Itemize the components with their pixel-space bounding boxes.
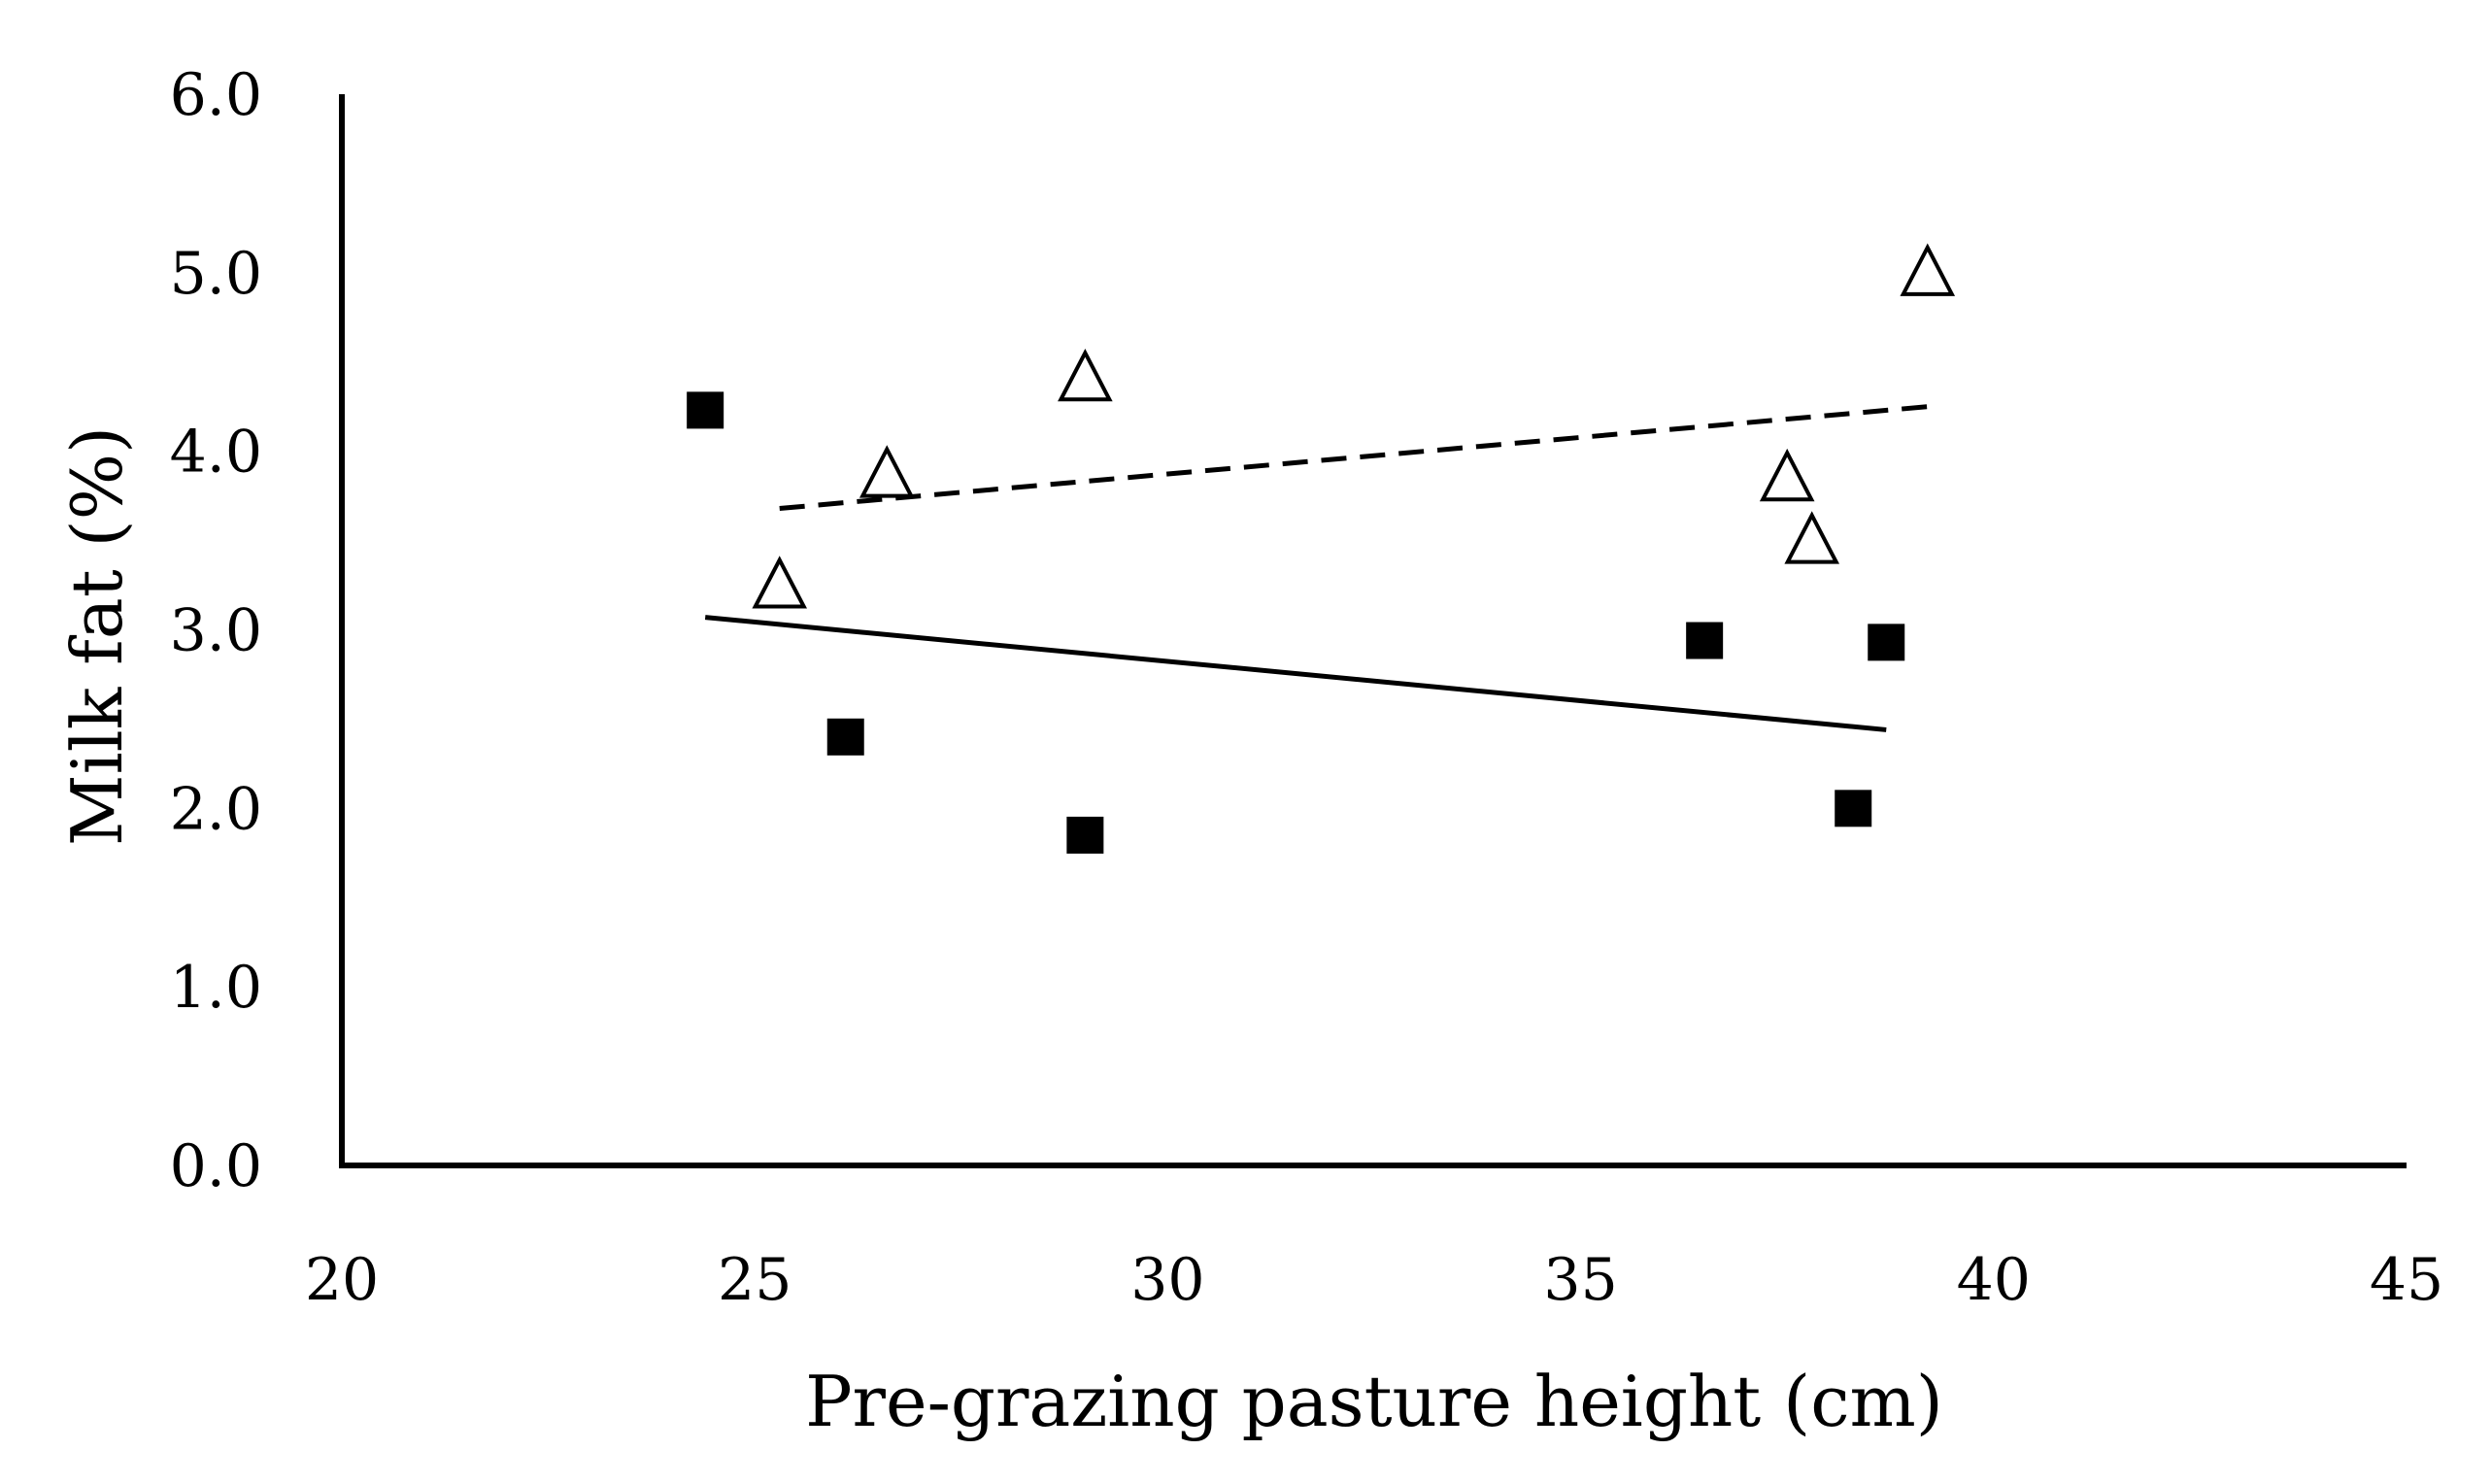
x-tick-label: 35	[1543, 1246, 1617, 1314]
y-tick-label: 5.0	[170, 240, 262, 308]
y-tick-label: 3.0	[170, 597, 262, 665]
square-marker	[1868, 624, 1905, 661]
x-tick-label: 40	[1957, 1246, 2031, 1314]
y-tick-labels: 0.0 1.0 2.0 3.0 4.0 5.0 6.0	[170, 61, 262, 1200]
triangle-marker	[1784, 511, 1840, 564]
y-tick-label: 2.0	[170, 775, 262, 843]
x-tick-label: 25	[718, 1246, 791, 1314]
square-marker	[1686, 622, 1724, 659]
x-axis-title: Pre-grazing pasture height (cm)	[805, 1361, 1943, 1442]
triangle-marker	[752, 556, 808, 609]
square-marker	[826, 718, 864, 756]
squares-trendline	[704, 615, 1887, 732]
y-tick-label: 6.0	[170, 61, 262, 129]
y-tick-label: 0.0	[170, 1132, 262, 1200]
triangle-marker	[859, 445, 915, 498]
y-tick-label: 1.0	[170, 954, 262, 1022]
x-tick-label: 20	[305, 1246, 379, 1314]
axes	[339, 94, 2407, 1168]
y-axis-title: Milk fat (%)	[56, 426, 138, 846]
x-tick-label: 45	[2370, 1246, 2443, 1314]
x-tick-label: 30	[1130, 1246, 1204, 1314]
square-marker	[687, 391, 724, 429]
triangle-marker	[1900, 243, 1956, 296]
data-points	[687, 243, 1956, 854]
square-marker	[1835, 790, 1872, 827]
y-tick-label: 4.0	[170, 419, 262, 487]
triangle-marker	[1058, 348, 1113, 402]
trendlines	[704, 404, 1928, 732]
x-tick-labels: 20 25 30 35 40 45	[305, 1246, 2443, 1314]
square-marker	[1066, 816, 1104, 854]
triangle-marker	[1759, 448, 1815, 502]
triangles-trendline	[779, 404, 1928, 511]
